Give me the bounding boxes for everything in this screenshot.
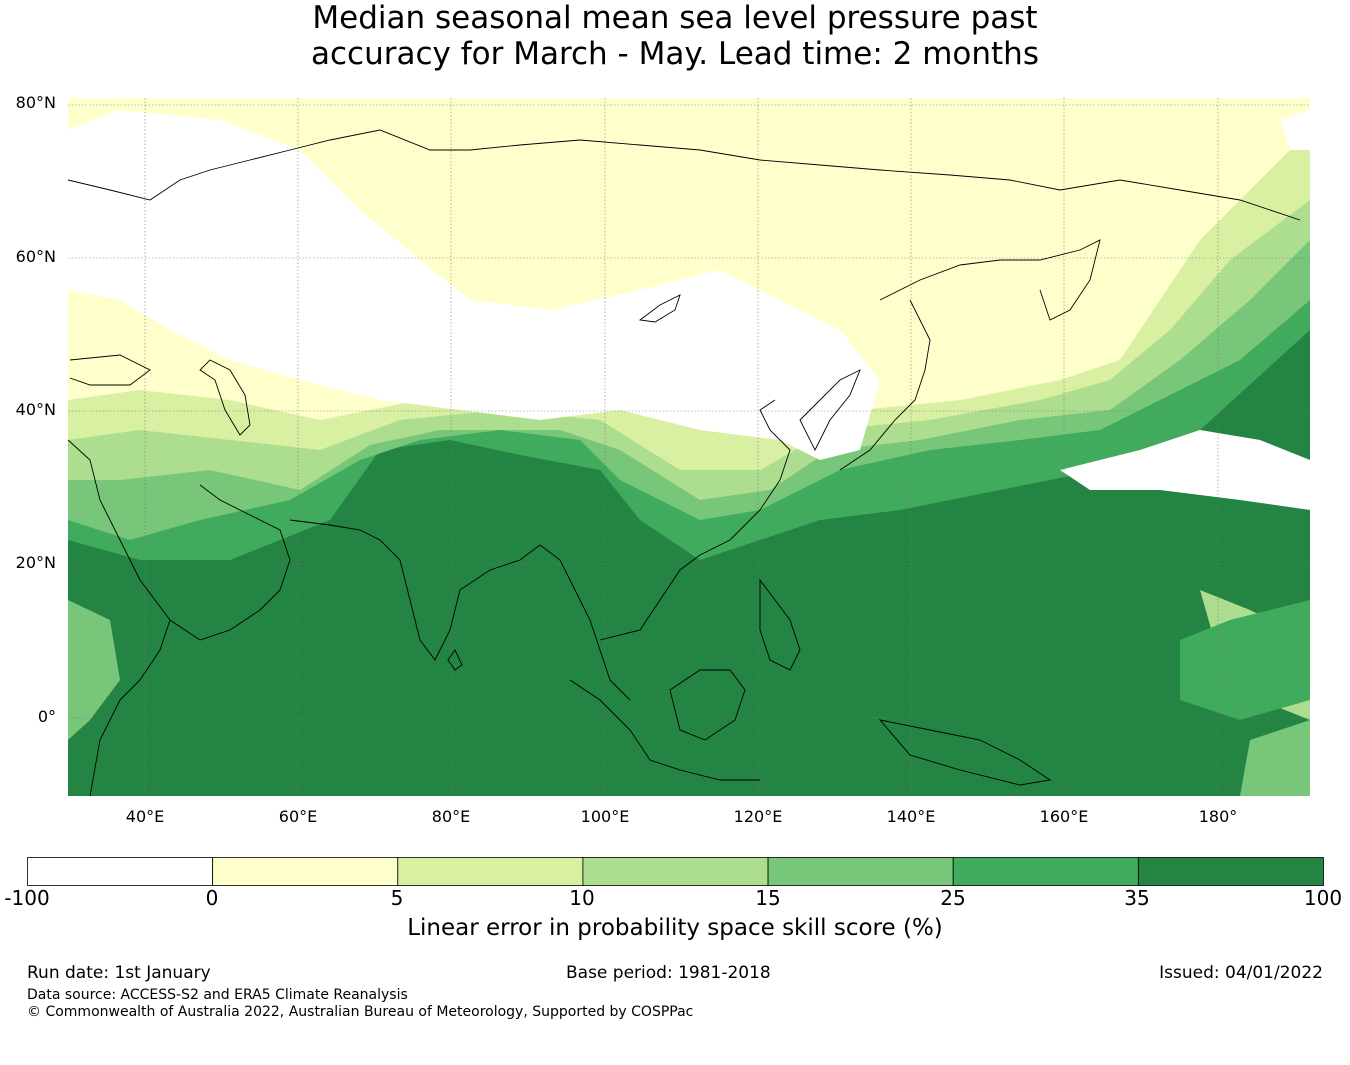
chart-title: Median seasonal mean sea level pressure …	[0, 0, 1350, 72]
colorbar-bin-25-to-35	[952, 857, 1139, 886]
band-15-25-sw	[68, 600, 120, 740]
colorbar-tick-label: 5	[390, 886, 404, 910]
colorbar-bin-5-to-10	[397, 857, 584, 886]
title-line-1: Median seasonal mean sea level pressure …	[312, 0, 1038, 36]
lon-label-120e: 120°E	[733, 807, 783, 826]
lat-label-60n: 60°N	[15, 247, 56, 266]
title-line-2: accuracy for March - May. Lead time: 2 m…	[311, 36, 1039, 72]
base-period: Base period: 1981-2018	[566, 963, 771, 983]
lon-label-180: 180°	[1198, 807, 1238, 826]
colorbar-bin-15-to-25	[767, 857, 954, 886]
lat-label-80n: 80°N	[15, 93, 56, 112]
colorbar	[27, 857, 1324, 886]
data-source: Data source: ACCESS-S2 and ERA5 Climate …	[27, 987, 408, 1003]
colorbar-title: Linear error in probability space skill …	[407, 915, 943, 941]
colorbar-tick-label: -100	[4, 886, 50, 910]
lon-label-100e: 100°E	[580, 807, 630, 826]
band-15-25-se	[1240, 720, 1310, 796]
lon-label-40e: 40°E	[125, 807, 165, 826]
colorbar-tick-label: 0	[205, 886, 219, 910]
colorbar-tick-label: 15	[755, 886, 781, 910]
lon-label-80e: 80°E	[431, 807, 471, 826]
lat-label-0: 0°	[37, 707, 56, 726]
copyright: © Commonwealth of Australia 2022, Austra…	[27, 1004, 694, 1020]
coastlines	[68, 129, 1301, 796]
colorbar-bin-0-to-5	[212, 857, 399, 886]
band-below-0-arctic	[1280, 110, 1310, 150]
colorbar-tick-label: 25	[940, 886, 966, 910]
band-below-0	[68, 110, 880, 460]
lat-label-20n: 20°N	[15, 553, 56, 572]
lon-label-160e: 160°E	[1039, 807, 1089, 826]
lon-label-140e: 140°E	[886, 807, 936, 826]
issued-date: Issued: 04/01/2022	[1159, 963, 1323, 983]
colorbar-bin-10-to-15	[582, 857, 769, 886]
colorbar-tick-label: 100	[1303, 886, 1343, 910]
band-25-35-equator-east	[1180, 600, 1310, 720]
colorbar-tick-label: 10	[569, 886, 595, 910]
colorbar-tick-label: 35	[1124, 886, 1150, 910]
band-0-5-patch-north	[420, 110, 800, 180]
colorbar-bin--100-to-0	[27, 857, 214, 886]
band-below-0-pacific	[1060, 430, 1310, 510]
gridlines	[68, 98, 1310, 796]
lat-label-40n: 40°N	[15, 400, 56, 419]
run-date: Run date: 1st January	[27, 963, 211, 983]
lon-label-60e: 60°E	[278, 807, 318, 826]
colorbar-bin-35-to-100	[1137, 857, 1324, 886]
map-fill-layer	[68, 98, 1310, 796]
